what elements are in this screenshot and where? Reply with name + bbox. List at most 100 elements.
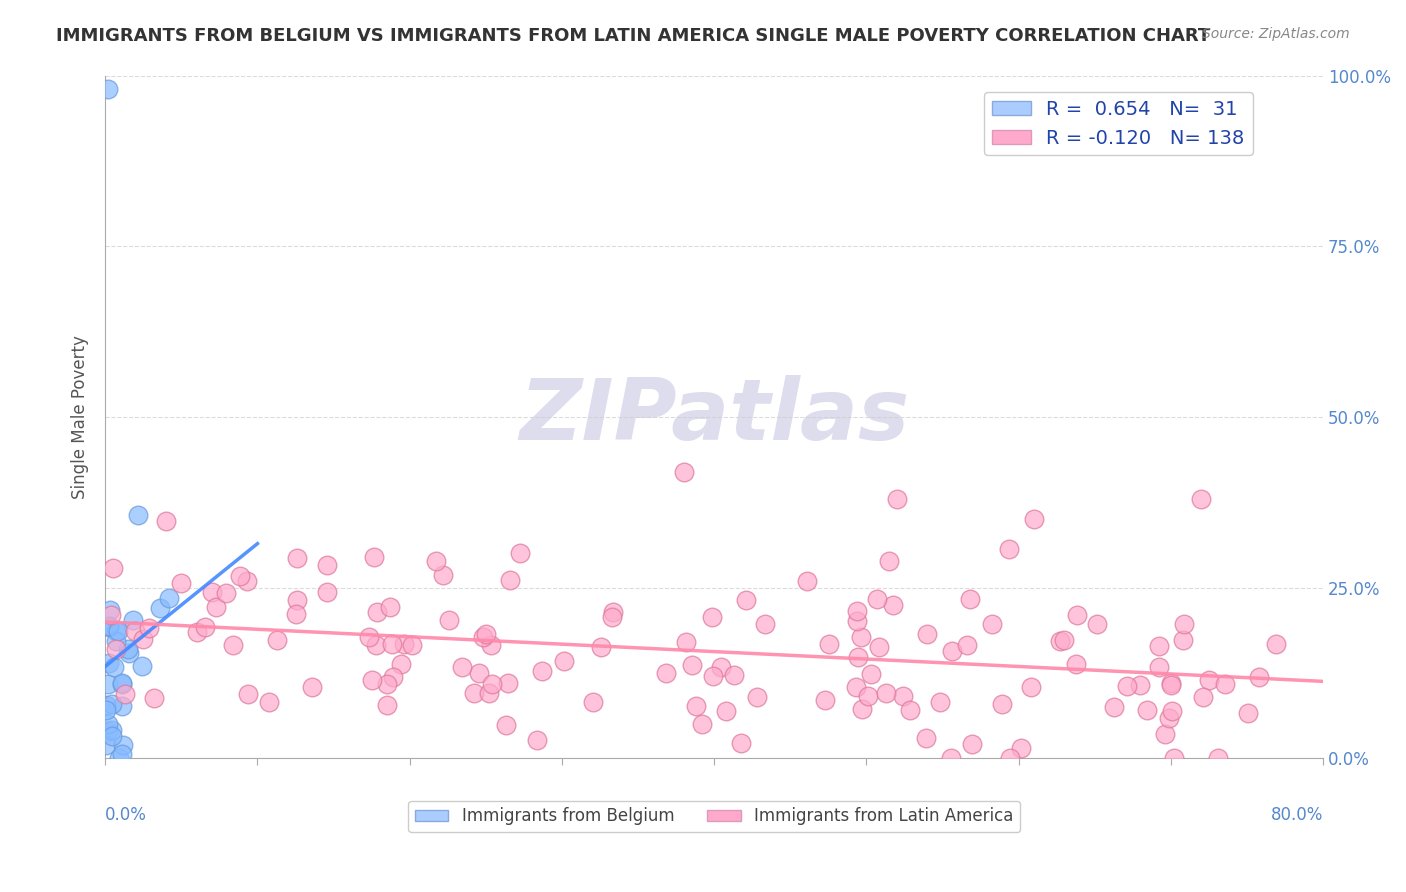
Point xyxy=(103,561,125,575)
Point xyxy=(101,723,124,737)
Point xyxy=(1010,741,1032,756)
Point xyxy=(1022,512,1045,526)
Point xyxy=(754,616,776,631)
Text: 80.0%: 80.0% xyxy=(1271,806,1323,824)
Point xyxy=(939,751,962,765)
Point xyxy=(886,491,908,506)
Point xyxy=(1206,751,1229,765)
Point xyxy=(702,668,724,682)
Point xyxy=(849,630,872,644)
Point xyxy=(100,697,122,711)
Point xyxy=(360,673,382,687)
Point xyxy=(681,657,703,672)
Point xyxy=(105,642,128,657)
Point xyxy=(997,542,1019,557)
Point xyxy=(111,677,134,691)
Point xyxy=(1159,711,1181,725)
Point xyxy=(914,731,936,745)
Point xyxy=(672,465,695,479)
Point xyxy=(471,630,494,644)
Point xyxy=(111,747,134,761)
Point xyxy=(875,686,897,700)
Point xyxy=(138,621,160,635)
Point xyxy=(1264,637,1286,651)
Point xyxy=(526,733,548,747)
Point xyxy=(1249,669,1271,683)
Point xyxy=(991,698,1014,712)
Point xyxy=(285,592,308,607)
Point xyxy=(100,607,122,622)
Point xyxy=(97,657,120,671)
Point xyxy=(375,698,398,712)
Point xyxy=(1102,699,1125,714)
Point xyxy=(127,508,149,522)
Point xyxy=(204,599,226,614)
Point xyxy=(357,630,380,644)
Point xyxy=(425,554,447,568)
Legend: Immigrants from Belgium, Immigrants from Latin America: Immigrants from Belgium, Immigrants from… xyxy=(408,801,1021,832)
Point xyxy=(553,654,575,668)
Point xyxy=(730,736,752,750)
Point xyxy=(117,641,139,656)
Point xyxy=(201,585,224,599)
Point xyxy=(94,703,117,717)
Point xyxy=(364,638,387,652)
Point xyxy=(685,698,707,713)
Point xyxy=(860,666,883,681)
Point xyxy=(530,664,553,678)
Point xyxy=(257,696,280,710)
Point xyxy=(675,634,697,648)
Point xyxy=(401,638,423,652)
Point xyxy=(149,601,172,615)
Point xyxy=(481,677,503,691)
Point xyxy=(1147,639,1170,653)
Point xyxy=(1192,690,1215,704)
Point xyxy=(714,704,737,718)
Point xyxy=(381,637,404,651)
Point xyxy=(170,576,193,591)
Point xyxy=(363,549,385,564)
Point xyxy=(1053,632,1076,647)
Point xyxy=(941,644,963,658)
Point xyxy=(1163,751,1185,765)
Point xyxy=(110,676,132,690)
Point xyxy=(118,647,141,661)
Point xyxy=(377,676,399,690)
Point xyxy=(194,620,217,634)
Point xyxy=(655,666,678,681)
Point xyxy=(439,613,461,627)
Point xyxy=(1136,703,1159,717)
Point xyxy=(155,514,177,528)
Point xyxy=(236,574,259,589)
Point xyxy=(898,703,921,717)
Point xyxy=(107,624,129,639)
Point xyxy=(98,603,121,617)
Point xyxy=(1237,706,1260,720)
Point xyxy=(865,591,887,606)
Point xyxy=(381,670,404,684)
Point xyxy=(851,702,873,716)
Point xyxy=(1161,704,1184,718)
Point xyxy=(97,620,120,634)
Point xyxy=(97,82,120,96)
Point xyxy=(475,627,498,641)
Point xyxy=(495,718,517,732)
Point xyxy=(1213,677,1236,691)
Point xyxy=(1116,679,1139,693)
Point xyxy=(1198,673,1220,687)
Point xyxy=(1019,680,1042,694)
Point xyxy=(959,591,981,606)
Point xyxy=(111,699,134,714)
Point xyxy=(581,695,603,709)
Point xyxy=(734,593,756,607)
Point xyxy=(1154,727,1177,741)
Point xyxy=(499,573,522,587)
Point xyxy=(266,633,288,648)
Text: ZIPatlas: ZIPatlas xyxy=(519,376,910,458)
Point xyxy=(222,638,245,652)
Point xyxy=(868,640,890,654)
Point xyxy=(818,637,841,651)
Point xyxy=(467,666,489,681)
Point xyxy=(124,624,146,639)
Text: IMMIGRANTS FROM BELGIUM VS IMMIGRANTS FROM LATIN AMERICA SINGLE MALE POVERTY COR: IMMIGRANTS FROM BELGIUM VS IMMIGRANTS FR… xyxy=(56,27,1211,45)
